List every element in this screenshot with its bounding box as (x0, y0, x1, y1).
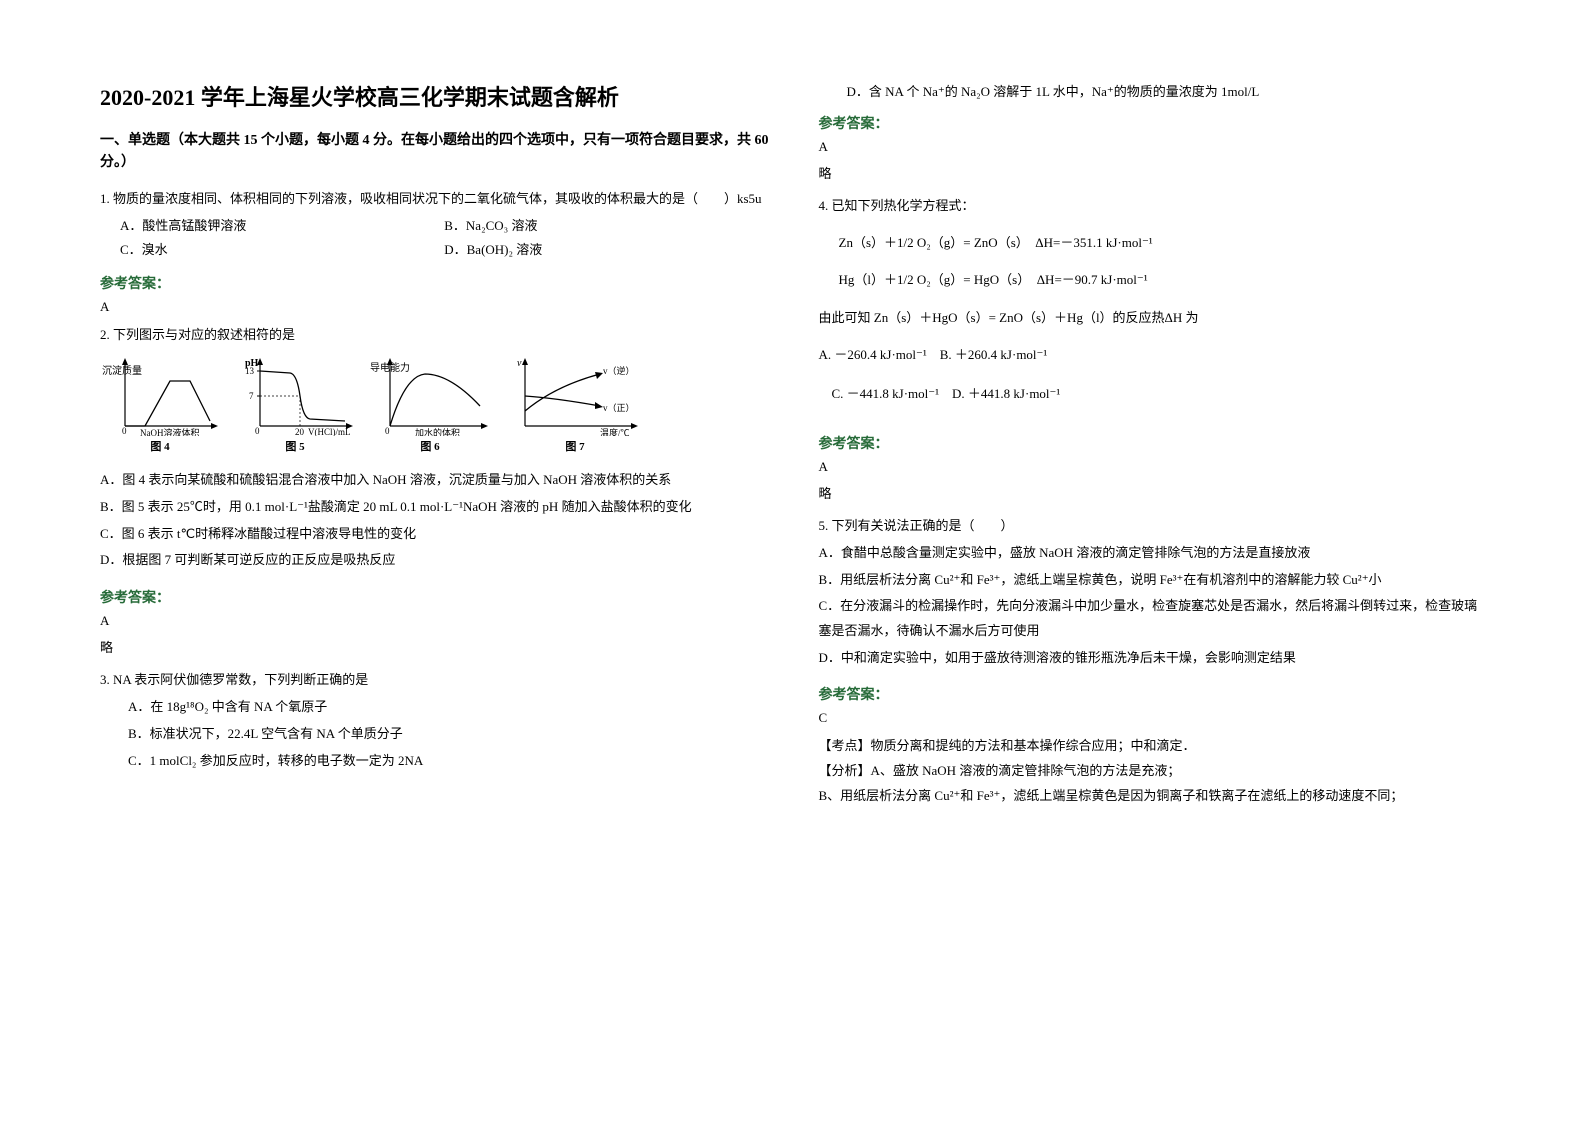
left-column: 2020-2021 学年上海星火学校高三化学期末试题含解析 一、单选题（本大题共… (100, 80, 769, 1082)
d6-label: 图 6 (420, 438, 439, 458)
q1-option-c: C．溴水 (120, 238, 444, 261)
section-header: 一、单选题（本大题共 15 个小题，每小题 4 分。在每小题给出的四个选项中，只… (100, 130, 769, 175)
q2-option-b: B．图 5 表示 25℃时，用 0.1 mol·L⁻¹盐酸滴定 20 mL 0.… (100, 495, 769, 520)
svg-text:0: 0 (385, 426, 390, 436)
q1-option-b: B．Na₂CO₃ 溶液 (444, 214, 768, 237)
svg-text:0: 0 (255, 426, 260, 436)
q3-brief: 略 (819, 163, 1488, 182)
q3-option-c: C．1 molCl₂ 参加反应时，转移的电子数一定为 2NA (128, 749, 769, 774)
q3-option-a: A．在 18g¹⁸O₂ 中含有 NA 个氧原子 (128, 695, 769, 720)
d4-ylabel: 沉淀质量 (102, 364, 142, 377)
q5-option-b: B．用纸层析法分离 Cu²⁺和 Fe³⁺，滤纸上端呈棕黄色，说明 Fe³⁺在有机… (819, 568, 1488, 593)
diagram-5: pH 13 7 0 20 V(HCl)/mL 图 5 (235, 356, 355, 458)
q3-option-d: D．含 NA 个 Na⁺的 Na₂O 溶解于 1L 水中，Na⁺的物质的量浓度为… (847, 80, 1488, 105)
q5-stem: 5. 下列有关说法正确的是（ ） (819, 514, 1488, 537)
q1-answer: A (100, 299, 769, 315)
q5-answer: C (819, 710, 1488, 726)
q1-stem: 1. 物质的量浓度相同、体积相同的下列溶液，吸收相同状况下的二氧化硫气体，其吸收… (100, 187, 769, 210)
diagram-7: v v（逆） v（正） 温度/℃ 图 7 (505, 356, 645, 458)
answer-label: 参考答案： (819, 433, 1488, 453)
answer-label: 参考答案： (100, 587, 769, 607)
q5-option-c: C．在分液漏斗的检漏操作时，先向分液漏斗中加少量水，检查旋塞芯处是否漏水，然后将… (819, 594, 1488, 643)
d5-yt1: 13 (245, 366, 255, 376)
question-2: 2. 下列图示与对应的叙述相符的是 沉淀质量 0 NaOH溶液体积 图 4 (100, 323, 769, 575)
d5-xt: 20 (295, 427, 305, 436)
q4-option-cd: C. －441.8 kJ·mol⁻¹ D. ＋441.8 kJ·mol⁻¹ (819, 382, 1488, 407)
q2-option-c: C．图 6 表示 t℃时稀释冰醋酸过程中溶液导电性的变化 (100, 522, 769, 547)
d4-xlabel: NaOH溶液体积 (140, 427, 200, 436)
d7-xlabel: 温度/℃ (600, 427, 630, 436)
d5-label: 图 5 (285, 438, 304, 458)
q2-stem: 2. 下列图示与对应的叙述相符的是 (100, 323, 769, 346)
answer-label: 参考答案： (819, 684, 1488, 704)
question-4: 4. 已知下列热化学方程式： Zn（s）＋1/2 O₂（g）= ZnO（s） Δ… (819, 194, 1488, 421)
q4-eq1: Zn（s）＋1/2 O₂（g）= ZnO（s） ΔH=－351.1 kJ·mol… (839, 231, 1488, 254)
d6-ylabel: 导电能力 (370, 361, 410, 374)
q1-option-d: D．Ba(OH)₂ 溶液 (444, 238, 768, 261)
q4-sub: 由此可知 Zn（s）＋HgO（s）= ZnO（s）＋Hg（l）的反应热ΔH 为 (819, 306, 1488, 329)
q4-option-ab: A. －260.4 kJ·mol⁻¹ B. ＋260.4 kJ·mol⁻¹ (819, 343, 1488, 368)
q3-stem: 3. NA 表示阿伏伽德罗常数，下列判断正确的是 (100, 668, 769, 691)
d7-l1: v（逆） (603, 365, 635, 376)
diagram-row: 沉淀质量 0 NaOH溶液体积 图 4 pH (100, 356, 769, 458)
q3-option-b: B．标准状况下，22.4L 空气含有 NA 个单质分子 (128, 722, 769, 747)
d7-ylabel: v (517, 358, 522, 369)
q4-answer: A (819, 459, 1488, 475)
q5-analysis-b: B、用纸层析法分离 Cu²⁺和 Fe³⁺，滤纸上端呈棕黄色是因为铜离子和铁离子在… (819, 784, 1488, 809)
q2-brief: 略 (100, 637, 769, 656)
q5-option-d: D．中和滴定实验中，如用于盛放待测溶液的锥形瓶洗净后未干燥，会影响测定结果 (819, 646, 1488, 671)
q5-analysis-pt: 【考点】物质分离和提纯的方法和基本操作综合应用；中和滴定． (819, 734, 1488, 759)
answer-label: 参考答案： (819, 113, 1488, 133)
d4-label: 图 4 (150, 438, 169, 458)
d6-xlabel: 加水的体积 (415, 427, 460, 436)
question-1: 1. 物质的量浓度相同、体积相同的下列溶液，吸收相同状况下的二氧化硫气体，其吸收… (100, 187, 769, 261)
q2-option-d: D．根据图 7 可判断某可逆反应的正反应是吸热反应 (100, 548, 769, 573)
q1-option-a: A．酸性高锰酸钾溶液 (120, 214, 444, 237)
q4-stem: 4. 已知下列热化学方程式： (819, 194, 1488, 217)
d7-label: 图 7 (565, 438, 584, 458)
q3-answer: A (819, 139, 1488, 155)
q5-analysis-fx: 【分析】A、盛放 NaOH 溶液的滴定管排除气泡的方法是充液； (819, 759, 1488, 784)
diagram-6: 导电能力 0 加水的体积 图 6 (370, 356, 490, 458)
diagram-4: 沉淀质量 0 NaOH溶液体积 图 4 (100, 356, 220, 458)
d5-yt2: 7 (249, 391, 254, 401)
answer-label: 参考答案： (100, 273, 769, 293)
page-title: 2020-2021 学年上海星火学校高三化学期末试题含解析 (100, 80, 769, 112)
d5-xlabel: V(HCl)/mL (308, 427, 351, 436)
question-5: 5. 下列有关说法正确的是（ ） A．食醋中总酸含量测定实验中，盛放 NaOH … (819, 514, 1488, 673)
right-column: D．含 NA 个 Na⁺的 Na₂O 溶解于 1L 水中，Na⁺的物质的量浓度为… (819, 80, 1488, 1082)
q5-option-a: A．食醋中总酸含量测定实验中，盛放 NaOH 溶液的滴定管排除气泡的方法是直接放… (819, 541, 1488, 566)
svg-text:0: 0 (122, 426, 127, 436)
d7-l2: v（正） (603, 403, 635, 413)
question-3: 3. NA 表示阿伏伽德罗常数，下列判断正确的是 A．在 18g¹⁸O₂ 中含有… (100, 668, 769, 775)
q2-option-a: A．图 4 表示向某硫酸和硫酸铝混合溶液中加入 NaOH 溶液，沉淀质量与加入 … (100, 468, 769, 493)
q4-eq2: Hg（l）＋1/2 O₂（g）= HgO（s） ΔH=－90.7 kJ·mol⁻… (839, 268, 1488, 291)
q2-answer: A (100, 613, 769, 629)
q4-brief: 略 (819, 483, 1488, 502)
